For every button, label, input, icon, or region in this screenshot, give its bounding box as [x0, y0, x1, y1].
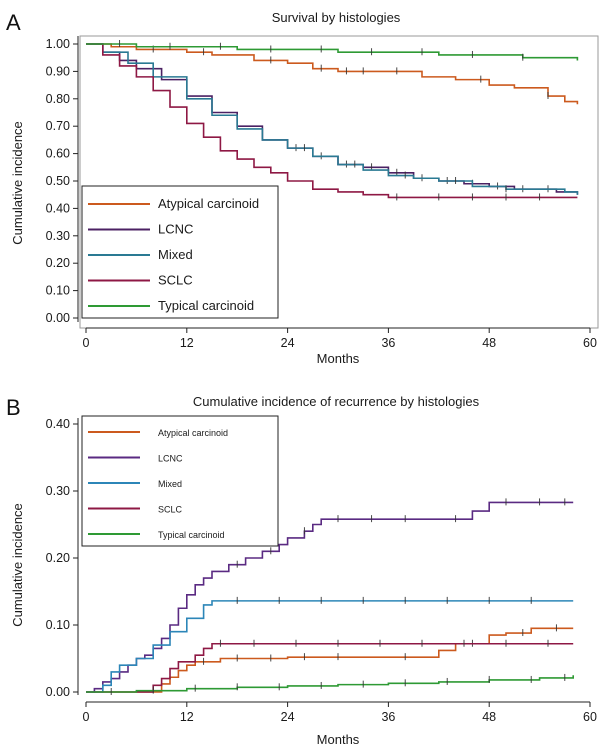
panel-b-legend-box [81, 415, 279, 547]
legend-label-lcnc: LCNC [158, 454, 183, 464]
x-tick-label: 36 [381, 710, 395, 724]
panel-b: B Cumulative incidence of recurrence by … [6, 394, 597, 747]
x-tick-label: 0 [83, 710, 90, 724]
legend-label-mixed: Mixed [158, 479, 182, 489]
panel-a-legend: Atypical carcinoid LCNC Mixed SCLC Typical c… [81, 185, 279, 319]
panel-b-y-ticks: 0.00 0.10 0.20 0.30 0.40 [46, 417, 78, 699]
legend-label-lcnc: LCNC [158, 222, 193, 237]
panel-b-legend-entries: Atypical carcinoid LCNC Mixed SCLC Typical c… [88, 428, 228, 540]
legend-label-atypical-carcinoid: Atypical carcinoid [158, 428, 228, 438]
legend-label-mixed: Mixed [158, 247, 193, 262]
y-tick-label: 0.20 [46, 256, 70, 270]
panel-a-title: Survival by histologies [272, 10, 401, 25]
panel-a-legend-box [81, 185, 279, 319]
panel-b-letter: B [6, 395, 21, 420]
y-tick-label: 0.30 [46, 229, 70, 243]
y-tick-label: 0.40 [46, 201, 70, 215]
x-tick-label: 60 [583, 710, 597, 724]
y-tick-label: 0.90 [46, 64, 70, 78]
y-tick-label: 0.10 [46, 618, 70, 632]
series-line-sclc [86, 642, 574, 693]
x-tick-label: 48 [482, 710, 496, 724]
series-line-atypical-carcinoid [86, 43, 579, 105]
x-tick-label: 60 [583, 336, 597, 350]
panel-b-x-ticks: 0 12 24 36 48 60 [83, 702, 597, 724]
y-tick-label: 0.50 [46, 174, 70, 188]
x-tick-label: 12 [180, 710, 194, 724]
panel-a: A Survival by histologies 0.000.100.200.… [6, 10, 599, 366]
panel-a-series [86, 40, 579, 201]
y-tick-label: 0.60 [46, 147, 70, 161]
series-line-typical-carcinoid [86, 675, 574, 693]
y-tick-label: 0.00 [46, 685, 70, 699]
panel-b-x-axis-title: Months [317, 732, 360, 747]
series-line-typical-carcinoid [86, 43, 579, 61]
panel-a-y-ticks: 0.00 0.10 0.20 0.30 0.40 0.50 0.60 0.70 0.80 0.90… [46, 37, 78, 325]
panel-a-y-axis-title: Cumulative incidence [10, 121, 25, 245]
panel-b-title: Cumulative incidence of recurrence by hi… [193, 394, 480, 409]
legend-label-atypical-carcinoid: Atypical carcinoid [158, 196, 259, 211]
y-tick-label: 0.70 [46, 119, 70, 133]
panel-b-y-axis-title: Cumulative incidence [10, 503, 25, 627]
panel-a-x-axis-title: Months [317, 351, 360, 366]
x-tick-label: 36 [381, 336, 395, 350]
panel-b-legend: Atypical carcinoid LCNC Mixed SCLC Typical c… [81, 415, 279, 547]
x-tick-label: 24 [281, 710, 295, 724]
series-line-lcnc [86, 501, 574, 693]
x-tick-label: 12 [180, 336, 194, 350]
series-line-mixed [86, 600, 574, 693]
series-line-sclc [86, 43, 578, 199]
legend-label-typical-carcinoid: Typical carcinoid [158, 530, 225, 540]
y-tick-label: 0.30 [46, 484, 70, 498]
x-tick-label: 48 [482, 336, 496, 350]
y-tick-label: 0.10 [46, 284, 70, 298]
y-tick-label: 0.20 [46, 551, 70, 565]
legend-label-typical-carcinoid: Typical carcinoid [158, 298, 254, 313]
legend-label-sclc: SCLC [158, 505, 183, 515]
y-tick-label: 1.00 [46, 37, 70, 51]
legend-label-sclc: SCLC [158, 273, 193, 288]
series-line-lcnc [86, 43, 579, 195]
series-line-mixed [86, 43, 579, 195]
series-line-atypical-carcinoid [86, 627, 574, 693]
panel-a-x-ticks: 0 12 24 36 48 60 [83, 328, 597, 350]
y-tick-label: 0.40 [46, 417, 70, 431]
panel-a-letter: A [6, 10, 21, 35]
y-tick-label: 0.00 [46, 311, 70, 325]
y-tick-label: 0.80 [46, 92, 70, 106]
panel-b-series [86, 498, 574, 695]
x-tick-label: 0 [83, 336, 90, 350]
x-tick-label: 24 [281, 336, 295, 350]
panel-a-legend-entries: Atypical carcinoid LCNC Mixed SCLC Typical c… [88, 196, 259, 313]
